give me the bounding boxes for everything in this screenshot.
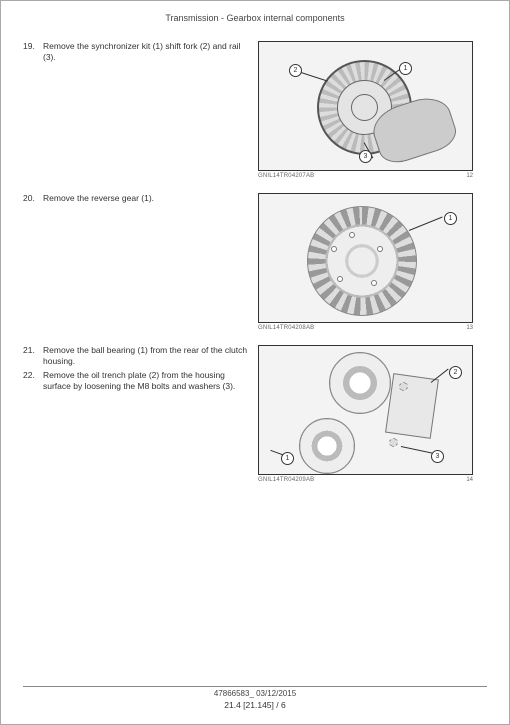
- footer-pagenum: 21.4 [21.145] / 6: [23, 700, 487, 710]
- page-footer: 47866583_ 03/12/2015 21.4 [21.145] / 6: [23, 686, 487, 710]
- step-text: Remove the reverse gear (1).: [43, 193, 258, 204]
- figure-col: 1 GNIL14TR04208AB 13: [258, 193, 473, 339]
- figure-ref: GNIL14TR04207AB: [258, 173, 314, 179]
- callout: 3: [359, 150, 372, 163]
- step-text-col: 21. Remove the ball bearing (1) from the…: [23, 345, 258, 392]
- callout: 1: [281, 452, 294, 465]
- step-text: Remove the oil trench plate (2) from the…: [43, 370, 258, 391]
- header-title: Transmission - Gearbox internal componen…: [165, 13, 344, 23]
- footer-docref: 47866583_ 03/12/2015: [23, 689, 487, 698]
- figure-ref: GNIL14TR04209AB: [258, 477, 314, 483]
- step-text-col: 19. Remove the synchronizer kit (1) shif…: [23, 41, 258, 62]
- step-text-col: 20. Remove the reverse gear (1).: [23, 193, 258, 204]
- step-row: 19. Remove the synchronizer kit (1) shif…: [23, 41, 487, 187]
- figure-14: 1 2 3: [258, 345, 473, 475]
- step-row: 21. Remove the ball bearing (1) from the…: [23, 345, 487, 491]
- content: 19. Remove the synchronizer kit (1) shif…: [23, 41, 487, 491]
- figure-col: 1 2 3 GNIL14TR04207AB 12: [258, 41, 473, 187]
- callout: 1: [444, 212, 457, 225]
- gear-hole: [331, 246, 337, 252]
- figure-col: 1 2 3 GNIL14TR04209AB 14: [258, 345, 473, 491]
- figure-index: 14: [466, 477, 473, 483]
- footer-rule: [23, 686, 487, 687]
- step-number: 20.: [23, 193, 43, 204]
- figure-caption: GNIL14TR04209AB 14: [258, 477, 473, 483]
- gear-hole: [337, 276, 343, 282]
- page: Transmission - Gearbox internal componen…: [0, 0, 510, 725]
- step-text: Remove the ball bearing (1) from the rea…: [43, 345, 258, 366]
- figure-index: 13: [466, 325, 473, 331]
- gear-hole: [371, 280, 377, 286]
- reverse-gear: [307, 206, 417, 316]
- callout: 1: [399, 62, 412, 75]
- figure-12: 1 2 3: [258, 41, 473, 171]
- gear-hole: [349, 232, 355, 238]
- step-row: 20. Remove the reverse gear (1). 1 GNIL1…: [23, 193, 487, 339]
- figure-caption: GNIL14TR04207AB 12: [258, 173, 473, 179]
- step-number: 22.: [23, 370, 43, 391]
- callout: 3: [431, 450, 444, 463]
- synchronizer-core: [351, 94, 378, 121]
- secondary-bore: [299, 418, 355, 474]
- figure-caption: GNIL14TR04208AB 13: [258, 325, 473, 331]
- page-header: Transmission - Gearbox internal componen…: [23, 13, 487, 23]
- figure-13: 1: [258, 193, 473, 323]
- ball-bearing-bore: [329, 352, 391, 414]
- figure-ref: GNIL14TR04208AB: [258, 325, 314, 331]
- figure-index: 12: [466, 173, 473, 179]
- callout: 2: [449, 366, 462, 379]
- gear-hole: [377, 246, 383, 252]
- callout: 2: [289, 64, 302, 77]
- step-text: Remove the synchronizer kit (1) shift fo…: [43, 41, 258, 62]
- step-number: 19.: [23, 41, 43, 62]
- step-number: 21.: [23, 345, 43, 366]
